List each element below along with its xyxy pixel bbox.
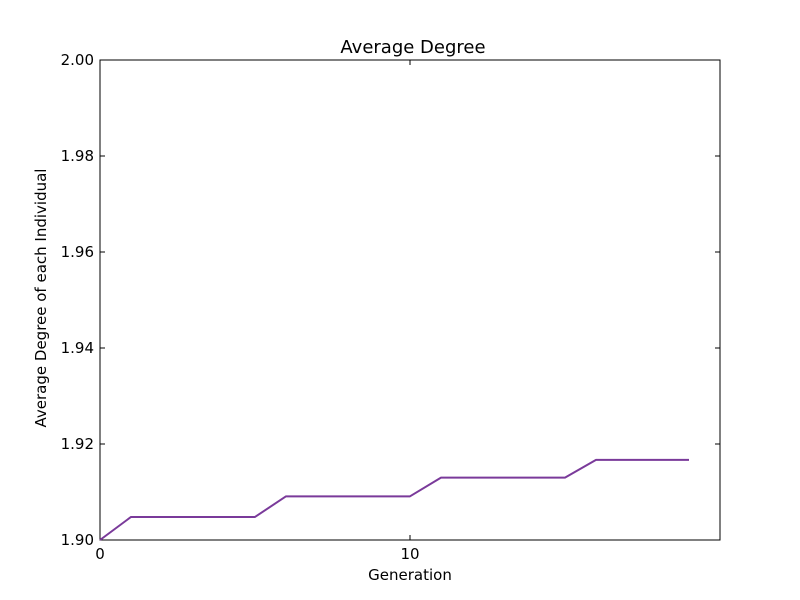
y-tick-label: 2.00: [61, 51, 94, 69]
y-tick-label: 1.92: [61, 435, 94, 453]
y-tick-label: 1.98: [61, 147, 94, 165]
x-tick-label: 0: [95, 545, 105, 563]
y-tick-label: 1.90: [61, 531, 94, 549]
chart-title: Average Degree: [340, 37, 485, 58]
series-line: [99, 458, 689, 541]
plot-area-frame: [99, 59, 721, 541]
x-axis-label: Generation: [368, 566, 452, 584]
series-layer: [99, 458, 689, 541]
axis-ticks: 0 10 1.90 1.92 1.94 1.96 1.98 2.00: [61, 51, 720, 563]
y-tick-label: 1.96: [61, 243, 94, 261]
y-tick-label: 1.94: [61, 339, 94, 357]
y-axis-label: Average Degree of each Individual: [32, 169, 50, 428]
x-tick-label: 10: [400, 545, 419, 563]
